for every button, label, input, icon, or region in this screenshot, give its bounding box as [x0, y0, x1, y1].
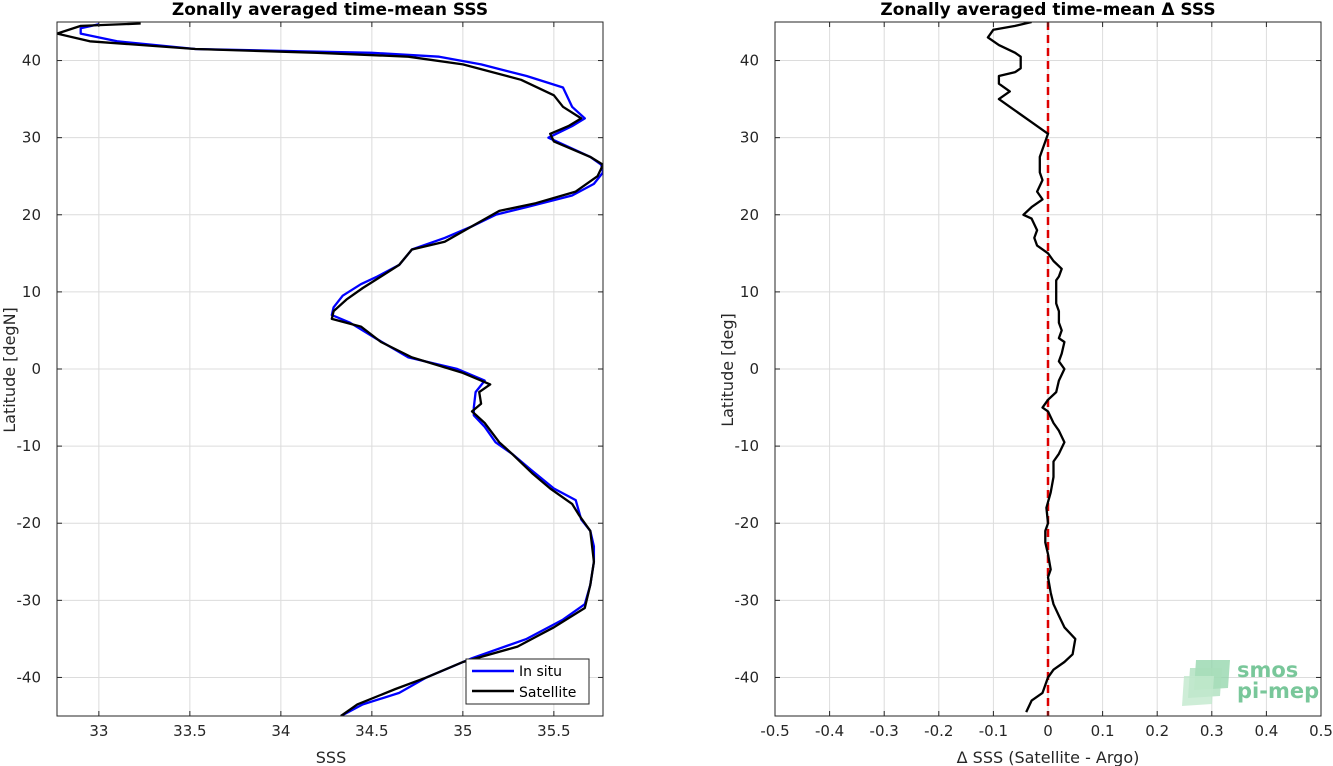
delta-sss-xtick-label: 0.2 [1145, 722, 1169, 740]
delta-sss-xtick-label: -0.1 [979, 722, 1008, 740]
panel-sss: 33 33.5 34 34.5 35 35.5-40-30-20-10010203040 … [0, 0, 604, 766]
panel-delta-sss-ticks: -0.5 -0.4 -0.3 -0.2 -0.1 0 0.1 0.2 0.3 0.4 0.5 -40 -… [735, 22, 1333, 740]
panel-delta-sss: -0.5 -0.4 -0.3 -0.2 -0.1 0 0.1 0.2 0.3 0.4 0.5 -40 -… [718, 0, 1333, 766]
sss-ytick-label: -40 [17, 668, 42, 686]
smos-pi-mep-logo: smos pi-mep [1182, 658, 1319, 706]
logo-text-pi-mep: pi-mep [1237, 679, 1319, 703]
sss-xtick-label: 34.5 [355, 722, 388, 740]
delta-sss-ytick-label: -20 [735, 514, 760, 532]
sss-series-line-satellite [57, 22, 603, 716]
sss-ytick-label: 10 [22, 283, 41, 301]
sss-series-line-in-situ [79, 23, 603, 716]
panel-sss-xlabel: SSS [316, 748, 346, 766]
sss-ytick-label: -20 [17, 514, 42, 532]
delta-sss-xtick-label: -0.3 [870, 722, 899, 740]
sss-ytick-label: -30 [17, 591, 42, 609]
delta-sss-xtick-label: 0.4 [1254, 722, 1278, 740]
sss-ytick-label: 30 [22, 129, 41, 147]
sss-ytick-label: 0 [31, 360, 41, 378]
panel-sss-series [57, 22, 603, 716]
delta-sss-ytick-label: 0 [749, 360, 759, 378]
delta-sss-xtick-label: -0.4 [815, 722, 844, 740]
sss-xtick-label: 33 [89, 722, 108, 740]
delta-sss-xtick-label: -0.5 [760, 722, 789, 740]
sss-ytick-label: 40 [22, 52, 41, 70]
delta-sss-ytick-label: -30 [735, 591, 760, 609]
delta-sss-xtick-label: 0.3 [1200, 722, 1224, 740]
delta-sss-ytick-label: 40 [740, 52, 759, 70]
delta-sss-ytick-label: 10 [740, 283, 759, 301]
panel-delta-sss-title: Zonally averaged time-mean Δ SSS [880, 0, 1215, 20]
panel-sss-ylabel: Latitude [degN] [0, 307, 19, 433]
sss-ytick-label: -10 [17, 437, 42, 455]
logo-layers-icon [1182, 660, 1230, 706]
delta-sss-xtick-label: 0 [1043, 722, 1053, 740]
panel-sss-ticks: 33 33.5 34 34.5 35 35.5 -40 -30 -20 -10 0 10 20 30 40 [17, 22, 603, 740]
legend-label-satellite: Satellite [519, 685, 576, 701]
legend-box [465, 658, 590, 705]
panel-delta-sss-xlabel: Δ SSS (Satellite - Argo) [957, 748, 1140, 766]
panel-delta-sss-ylabel: Latitude [deg] [718, 313, 737, 427]
delta-sss-ytick-label: 30 [740, 129, 759, 147]
delta-sss-xtick-label: 0.5 [1309, 722, 1333, 740]
delta-sss-ytick-label: 20 [740, 206, 759, 224]
panel-sss-title: Zonally averaged time-mean SSS [172, 0, 488, 20]
delta-sss-ytick-label: -40 [735, 668, 760, 686]
legend-label-in-situ: In situ [519, 664, 562, 680]
delta-sss-series-line-delta [986, 22, 1077, 713]
sss-xtick-label: 33.5 [173, 722, 206, 740]
legend: In situ Satellite [465, 658, 590, 705]
panel-delta-sss-series [986, 22, 1077, 713]
delta-sss-ytick-label: -10 [735, 437, 760, 455]
delta-sss-xtick-label: -0.2 [924, 722, 953, 740]
delta-sss-xtick-label: 0.1 [1091, 722, 1115, 740]
sss-xtick-label: 35.5 [537, 722, 570, 740]
logo-text-smos: smos [1237, 658, 1298, 682]
sss-xtick-label: 34 [271, 722, 290, 740]
panel-sss-grid [57, 22, 603, 716]
sss-ytick-label: 20 [22, 206, 41, 224]
sss-xtick-label: 35 [453, 722, 472, 740]
